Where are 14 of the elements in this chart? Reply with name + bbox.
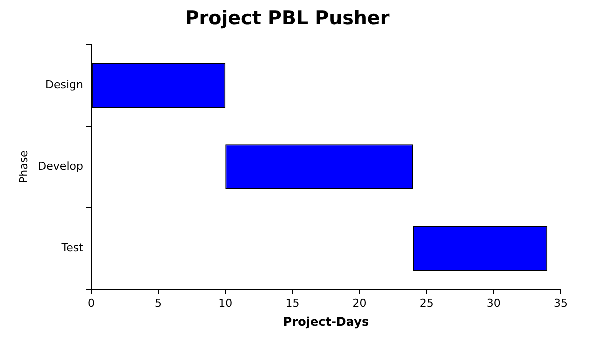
x-tick-label: 5 — [155, 296, 162, 310]
y-axis-title: Phase — [17, 150, 30, 184]
x-tick-label: 15 — [286, 296, 300, 310]
y-tick-label: Design — [46, 78, 84, 92]
x-tick-label: 20 — [352, 296, 367, 310]
x-tick-label: 10 — [218, 296, 233, 310]
x-tick-label: 25 — [420, 296, 434, 310]
y-tick-label: Test — [60, 241, 84, 254]
x-tick-label: 30 — [486, 296, 501, 310]
x-tick-label: 35 — [554, 296, 568, 310]
x-axis-title: Project-Days — [283, 314, 370, 329]
x-tick-label: 0 — [88, 296, 95, 310]
y-tick-label: Develop — [38, 160, 84, 173]
chart-title: Project PBL Pusher — [185, 7, 390, 30]
